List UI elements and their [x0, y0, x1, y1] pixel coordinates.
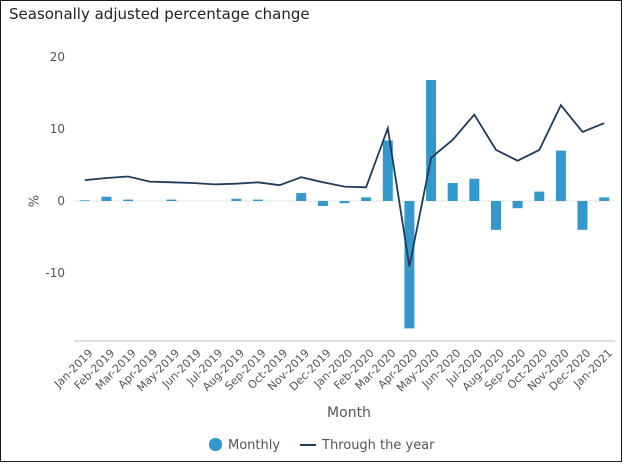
legend: Monthly Through the year — [209, 438, 435, 453]
y-tick-labels: 20 10 0 -10 — [45, 50, 65, 280]
bar-monthly — [382, 140, 393, 201]
legend-item-monthly[interactable]: Monthly — [209, 438, 280, 453]
legend-monthly-swatch — [209, 438, 222, 451]
bar-monthly — [512, 201, 523, 209]
y-tick-label: 10 — [50, 122, 65, 136]
y-axis-label: % — [28, 195, 43, 207]
bar-monthly — [469, 178, 480, 201]
chart-title: Seasonally adjusted percentage change — [9, 5, 310, 23]
bar-monthly — [361, 197, 372, 201]
bar-monthly — [447, 183, 458, 201]
bar-monthly — [317, 201, 328, 206]
bar-monthly — [339, 201, 350, 204]
bar-monthly — [166, 199, 177, 201]
legend-item-through-the-year[interactable]: Through the year — [300, 438, 435, 453]
bar-monthly — [426, 80, 437, 201]
bar-monthly — [231, 198, 242, 201]
legend-monthly-label: Monthly — [228, 438, 280, 453]
bar-monthly — [123, 199, 134, 201]
bar-monthly — [577, 201, 588, 230]
bar-monthly — [555, 150, 566, 201]
y-tick-label: 0 — [57, 194, 65, 208]
bar-monthly — [101, 196, 112, 201]
bar-monthly — [296, 193, 307, 201]
bar-monthly — [491, 201, 501, 230]
x-axis-label: Month — [327, 405, 371, 421]
legend-through-the-year-label: Through the year — [321, 438, 435, 453]
y-axis: 20 10 0 -10 % — [28, 50, 66, 280]
bars — [79, 80, 610, 329]
bar-monthly — [599, 197, 610, 201]
through-the-year-line — [84, 103, 605, 267]
bar-monthly — [534, 191, 545, 201]
bar-monthly — [79, 200, 90, 201]
y-tick-label: 20 — [50, 50, 65, 64]
x-tick-labels: Jan-2019Feb-2019Mar-2019Apr-2019May-2019… — [51, 347, 615, 395]
y-tick-label: -10 — [45, 266, 65, 280]
bar-monthly — [252, 199, 263, 201]
